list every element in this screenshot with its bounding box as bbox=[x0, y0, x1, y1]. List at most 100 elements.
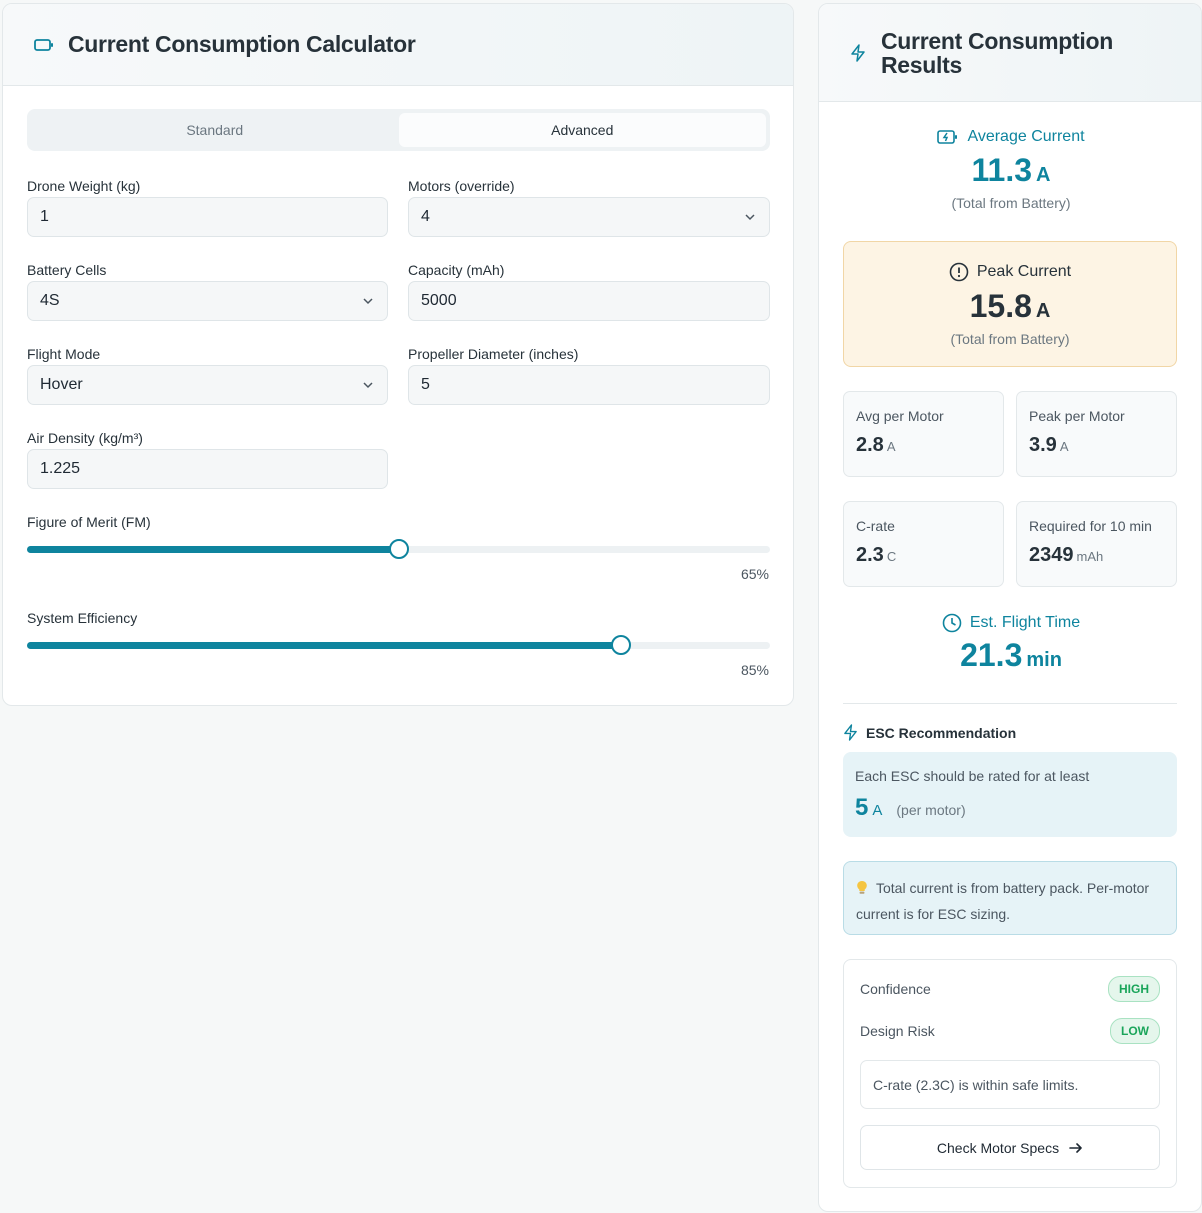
battery-charging-icon bbox=[937, 130, 958, 144]
esc-recommendation-box: Each ESC should be rated for at least 5 … bbox=[843, 752, 1177, 837]
alert-circle-icon bbox=[949, 262, 969, 282]
figure-of-merit-label: Figure of Merit (FM) bbox=[27, 514, 151, 530]
motors-label: Motors (override) bbox=[408, 178, 515, 194]
tip-box: Total current is from battery pack. Per-… bbox=[843, 861, 1177, 935]
esc-text: Each ESC should be rated for at least bbox=[855, 768, 1090, 784]
flight-time-block: Est. Flight Time 21.3 min bbox=[819, 613, 1201, 674]
air-density-label: Air Density (kg/m³) bbox=[27, 430, 143, 446]
lightbulb-icon bbox=[856, 878, 870, 902]
drone-weight-input[interactable]: 1 bbox=[27, 197, 388, 237]
air-density-value: 1.225 bbox=[40, 460, 81, 477]
system-efficiency-value: 85% bbox=[740, 662, 769, 678]
system-efficiency-thumb[interactable] bbox=[611, 635, 632, 655]
chevron-down-icon bbox=[363, 298, 373, 305]
confidence-badge: HIGH bbox=[1108, 976, 1160, 1002]
peak-per-motor-label: Peak per Motor bbox=[1029, 408, 1125, 424]
chevron-down-icon bbox=[745, 214, 755, 221]
clock-icon bbox=[942, 613, 962, 633]
safety-note: C-rate (2.3C) is within safe limits. bbox=[860, 1060, 1160, 1109]
flight-time-label: Est. Flight Time bbox=[969, 614, 1081, 631]
confidence-label: Confidence bbox=[860, 981, 931, 997]
check-motor-specs-button[interactable]: Check Motor Specs bbox=[860, 1125, 1160, 1170]
required-capacity-value: 2349 bbox=[1029, 544, 1074, 566]
esc-unit: A bbox=[872, 802, 883, 819]
esc-heading-label: ESC Recommendation bbox=[866, 724, 1017, 741]
bolt-icon bbox=[847, 42, 869, 64]
esc-note: (per motor) bbox=[896, 802, 966, 818]
tip-text: Total current is from battery pack. Per-… bbox=[856, 880, 1150, 922]
figure-of-merit-fill bbox=[27, 546, 399, 553]
avg-per-motor-unit: A bbox=[886, 439, 896, 454]
results-divider bbox=[843, 703, 1177, 704]
drone-weight-value: 1 bbox=[40, 208, 49, 225]
motors-value: 4 bbox=[421, 208, 430, 225]
battery-cells-value: 4S bbox=[40, 292, 60, 309]
flight-time-value: 21.3 bbox=[960, 637, 1023, 673]
c-rate-unit: C bbox=[886, 549, 897, 564]
capacity-value: 5000 bbox=[421, 292, 457, 309]
peak-current-unit: A bbox=[1035, 300, 1051, 322]
results-title: Current Consumption Results bbox=[881, 27, 1113, 78]
tab-advanced[interactable]: Advanced bbox=[398, 113, 766, 147]
figure-of-merit-slider[interactable] bbox=[27, 539, 770, 559]
peak-current-box: Peak Current 15.8 A (Total from Battery) bbox=[843, 241, 1177, 367]
propeller-diameter-value: 5 bbox=[421, 376, 430, 393]
bolt-icon bbox=[844, 724, 857, 741]
figure-of-merit-thumb[interactable] bbox=[388, 539, 409, 559]
calculator-panel: Current Consumption Calculator Standard … bbox=[2, 3, 794, 706]
peak-per-motor-card: Peak per Motor 3.9 A bbox=[1016, 391, 1177, 477]
flight-mode-select[interactable]: Hover bbox=[27, 365, 388, 405]
results-panel: Current Consumption Results Average Curr… bbox=[818, 3, 1202, 1212]
average-current-label: Average Current bbox=[967, 128, 1085, 145]
calculator-title: Current Consumption Calculator bbox=[68, 31, 416, 57]
design-risk-label: Design Risk bbox=[860, 1023, 935, 1039]
system-efficiency-fill bbox=[27, 642, 622, 649]
arrow-right-icon bbox=[1069, 1142, 1082, 1153]
average-current-value: 11.3 bbox=[971, 152, 1033, 188]
confidence-row: Confidence HIGH bbox=[860, 976, 1160, 1002]
drone-weight-label: Drone Weight (kg) bbox=[27, 178, 141, 194]
average-current-note: (Total from Battery) bbox=[951, 195, 1071, 211]
peak-per-motor-unit: A bbox=[1059, 439, 1069, 454]
figure-of-merit-value: 65% bbox=[740, 566, 769, 582]
flight-mode-label: Flight Mode bbox=[27, 346, 101, 362]
required-capacity-label: Required for 10 min bbox=[1029, 518, 1152, 534]
required-capacity-card: Required for 10 min 2349 mAh bbox=[1016, 501, 1177, 587]
design-risk-row: Design Risk LOW bbox=[860, 1018, 1160, 1044]
flight-time-unit: min bbox=[1026, 649, 1062, 671]
tab-standard[interactable]: Standard bbox=[186, 122, 244, 138]
peak-current-note: (Total from Battery) bbox=[950, 331, 1070, 347]
capacity-input[interactable]: 5000 bbox=[408, 281, 770, 321]
system-efficiency-label: System Efficiency bbox=[27, 610, 138, 626]
battery-icon bbox=[33, 34, 55, 56]
calculator-header: Current Consumption Calculator bbox=[3, 4, 793, 86]
motors-select[interactable]: 4 bbox=[408, 197, 770, 237]
required-capacity-unit: mAh bbox=[1076, 549, 1104, 564]
avg-per-motor-value: 2.8 bbox=[856, 434, 884, 456]
avg-per-motor-card: Avg per Motor 2.8 A bbox=[843, 391, 1004, 477]
chevron-down-icon bbox=[363, 382, 373, 389]
c-rate-card: C-rate 2.3 C bbox=[843, 501, 1004, 587]
air-density-input[interactable]: 1.225 bbox=[27, 449, 388, 489]
average-current-block: Average Current 11.3 A (Total from Batter… bbox=[819, 128, 1201, 211]
c-rate-value: 2.3 bbox=[856, 544, 884, 566]
system-efficiency-slider[interactable] bbox=[27, 635, 770, 655]
propeller-diameter-input[interactable]: 5 bbox=[408, 365, 770, 405]
check-motor-specs-label: Check Motor Specs bbox=[936, 1139, 1060, 1156]
peak-current-label: Peak Current bbox=[976, 263, 1072, 280]
c-rate-label: C-rate bbox=[856, 518, 895, 534]
mode-tabs: Standard Advanced bbox=[27, 109, 770, 151]
capacity-label: Capacity (mAh) bbox=[408, 262, 505, 278]
average-current-unit: A bbox=[1036, 164, 1051, 186]
flight-mode-value: Hover bbox=[40, 376, 83, 393]
battery-cells-label: Battery Cells bbox=[27, 262, 107, 278]
results-header: Current Consumption Results bbox=[819, 4, 1201, 102]
esc-value: 5 bbox=[855, 794, 869, 821]
battery-cells-select[interactable]: 4S bbox=[27, 281, 388, 321]
avg-per-motor-label: Avg per Motor bbox=[856, 408, 944, 424]
safety-note-text: C-rate (2.3C) is within safe limits. bbox=[873, 1076, 1079, 1093]
peak-current-value: 15.8 bbox=[969, 288, 1032, 324]
design-risk-badge: LOW bbox=[1110, 1018, 1160, 1044]
esc-heading: ESC Recommendation bbox=[843, 724, 1016, 741]
assessment-box: Confidence HIGH Design Risk LOW C-rate (… bbox=[843, 959, 1177, 1188]
